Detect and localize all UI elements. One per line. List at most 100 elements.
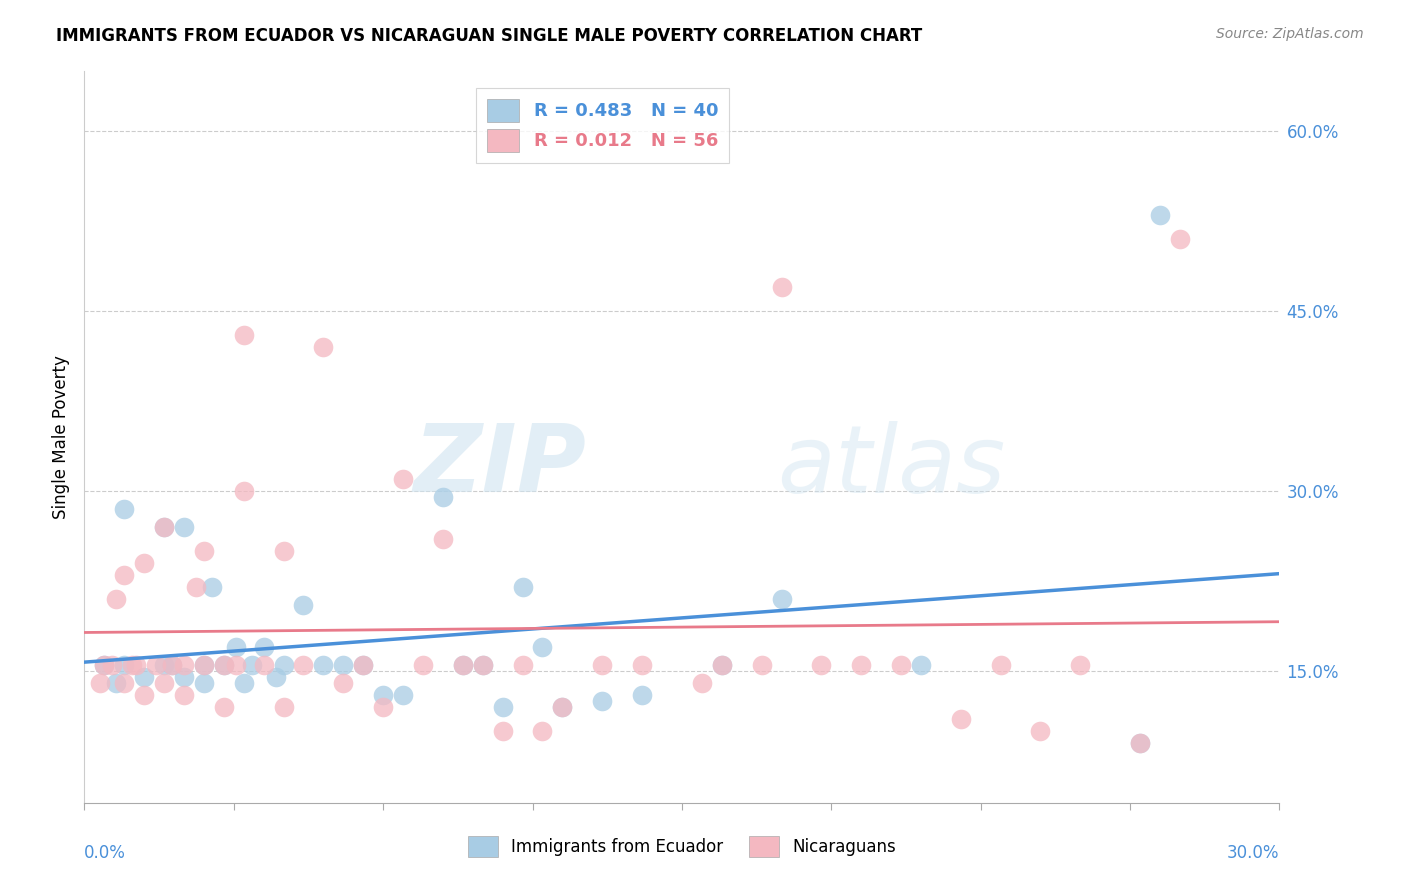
Point (910, 657, 932, 672)
Point (160, 657, 183, 672)
Point (492, 699, 515, 714)
Point (193, 657, 215, 672)
Text: ZIP: ZIP (413, 420, 586, 512)
Point (690, 676, 713, 690)
Point (212, 657, 235, 672)
Point (512, 580, 534, 594)
Text: 30.0%: 30.0% (1227, 845, 1279, 863)
Point (1149, 208, 1171, 222)
Point (1129, 736, 1152, 750)
Point (332, 657, 354, 672)
Point (193, 657, 215, 672)
Point (949, 712, 972, 726)
Point (551, 699, 574, 714)
Point (160, 657, 183, 672)
Point (93, 657, 115, 672)
Text: atlas: atlas (778, 421, 1005, 512)
Point (432, 490, 454, 504)
Point (193, 676, 215, 690)
Point (710, 657, 733, 672)
Point (312, 340, 335, 354)
Point (153, 520, 176, 534)
Point (631, 657, 654, 672)
Point (471, 657, 494, 672)
Point (201, 580, 224, 594)
Point (531, 640, 554, 654)
Point (145, 657, 167, 672)
Point (125, 657, 148, 672)
Point (451, 657, 474, 672)
Text: Source: ZipAtlas.com: Source: ZipAtlas.com (1216, 27, 1364, 41)
Point (132, 688, 156, 702)
Text: 0.0%: 0.0% (84, 845, 127, 863)
Point (225, 657, 247, 672)
Point (212, 657, 235, 672)
Point (153, 657, 176, 672)
Point (392, 472, 415, 486)
Point (373, 688, 395, 702)
Point (112, 568, 135, 582)
Point (352, 657, 374, 672)
Point (292, 657, 315, 672)
Point (890, 657, 912, 672)
Legend: Immigrants from Ecuador, Nicaraguans: Immigrants from Ecuador, Nicaraguans (461, 830, 903, 864)
Point (591, 694, 613, 708)
Point (232, 483, 254, 498)
Point (264, 670, 287, 684)
Point (89, 676, 111, 690)
Point (101, 657, 124, 672)
Point (332, 676, 354, 690)
Point (121, 657, 143, 672)
Point (93, 657, 115, 672)
Point (451, 657, 474, 672)
Point (112, 502, 135, 516)
Point (1029, 723, 1052, 738)
Point (471, 657, 494, 672)
Point (1168, 232, 1191, 246)
Point (193, 544, 215, 558)
Point (173, 657, 195, 672)
Point (232, 328, 254, 343)
Point (253, 657, 276, 672)
Point (810, 657, 832, 672)
Point (492, 723, 515, 738)
Point (373, 699, 395, 714)
Point (132, 556, 156, 570)
Point (132, 670, 156, 684)
Point (153, 676, 176, 690)
Point (591, 657, 613, 672)
Y-axis label: Single Male Poverty: Single Male Poverty (52, 355, 70, 519)
Point (184, 580, 207, 594)
Point (173, 688, 195, 702)
Point (273, 657, 295, 672)
Point (990, 657, 1012, 672)
Point (392, 688, 415, 702)
Point (551, 699, 574, 714)
Point (531, 723, 554, 738)
Point (631, 688, 654, 702)
Point (512, 657, 534, 672)
Point (770, 591, 793, 606)
Point (240, 657, 263, 672)
Text: IMMIGRANTS FROM ECUADOR VS NICARAGUAN SINGLE MALE POVERTY CORRELATION CHART: IMMIGRANTS FROM ECUADOR VS NICARAGUAN SI… (56, 27, 922, 45)
Point (851, 657, 873, 672)
Point (352, 657, 374, 672)
Point (1069, 657, 1091, 672)
Point (710, 657, 733, 672)
Point (1129, 736, 1152, 750)
Point (273, 544, 295, 558)
Point (173, 520, 195, 534)
Point (153, 520, 176, 534)
Point (173, 670, 195, 684)
Point (105, 676, 128, 690)
Point (225, 640, 247, 654)
Point (432, 532, 454, 546)
Point (412, 657, 434, 672)
Point (112, 657, 135, 672)
Point (312, 657, 335, 672)
Point (273, 699, 295, 714)
Point (292, 598, 315, 612)
Point (112, 676, 135, 690)
Point (751, 657, 773, 672)
Point (253, 640, 276, 654)
